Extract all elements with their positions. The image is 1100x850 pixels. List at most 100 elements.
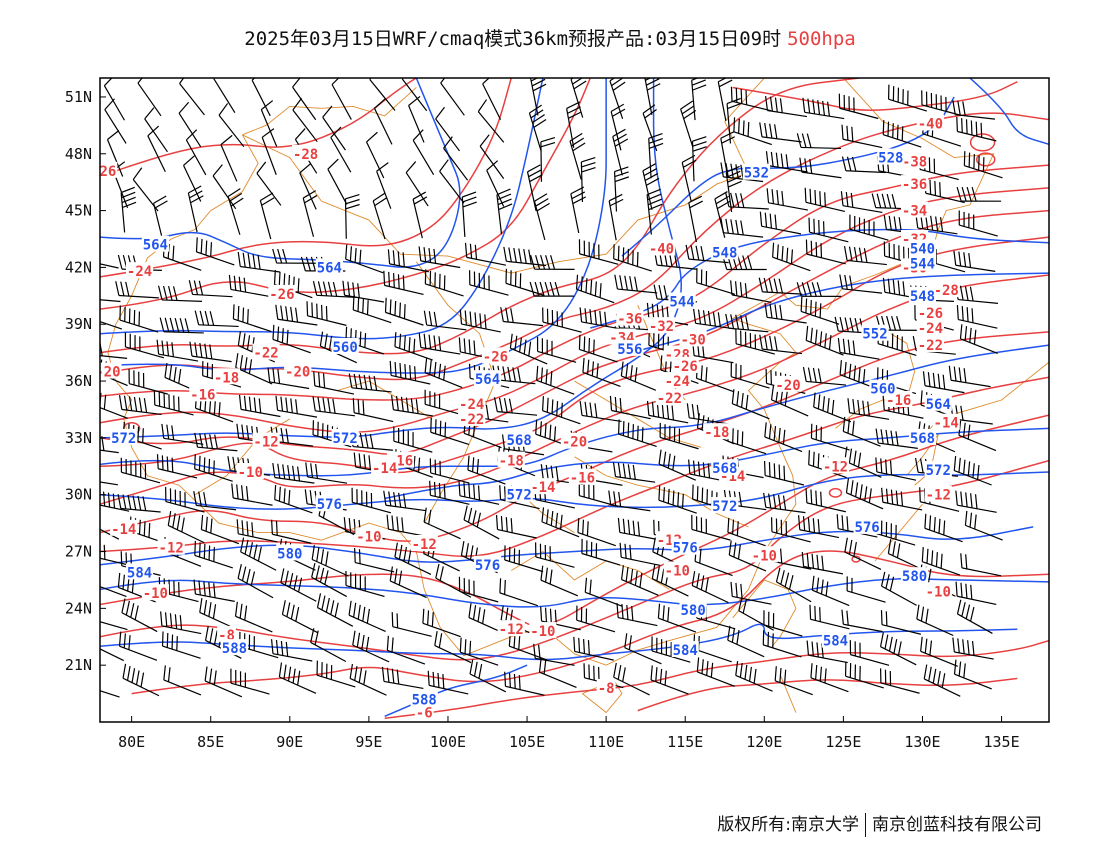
lat-tick-label: 21N xyxy=(65,656,92,674)
wind-barb xyxy=(613,662,650,696)
wind-barb xyxy=(156,339,199,362)
temperature-label: -40 xyxy=(918,116,943,132)
wind-barb xyxy=(800,296,840,325)
wind-barb xyxy=(103,78,126,121)
wind-barb xyxy=(292,78,317,121)
temperature-label: -10 xyxy=(926,584,951,600)
wind-barb xyxy=(120,186,137,233)
wind-barb xyxy=(194,310,239,328)
wind-barb xyxy=(469,659,507,693)
height-label-bg xyxy=(869,379,897,396)
wind-barb xyxy=(528,104,547,152)
wind-barb xyxy=(503,246,547,267)
height-label-bg xyxy=(908,239,937,256)
wind-barb xyxy=(875,428,918,449)
wind-barb xyxy=(119,305,159,333)
temperature-label: -18 xyxy=(214,370,239,386)
wind-barb xyxy=(880,668,920,694)
wind-barb xyxy=(805,239,846,265)
wind-barb xyxy=(952,100,996,120)
height-label-bg xyxy=(924,394,952,411)
wind-barb xyxy=(195,237,235,266)
wind-barb xyxy=(354,547,395,573)
temperature-label: -10 xyxy=(665,563,690,579)
wind-barb xyxy=(577,518,616,547)
temperature-label-bg xyxy=(703,423,731,440)
wind-barb xyxy=(236,519,278,543)
wind-barb xyxy=(200,515,240,545)
temperature-label: -10 xyxy=(530,624,555,640)
temperature-label-bg xyxy=(900,201,929,218)
wind-barb xyxy=(178,101,202,148)
wind-barb xyxy=(688,195,704,243)
wind-barb xyxy=(681,154,697,202)
wind-barb xyxy=(459,637,499,666)
wind-barb xyxy=(887,84,927,112)
height-label: 568 xyxy=(910,431,935,447)
wind-barb xyxy=(117,494,161,513)
lon-tick-label: 105E xyxy=(509,733,545,751)
wind-barb xyxy=(536,365,575,395)
wind-barb xyxy=(609,78,626,120)
temperature-label-bg xyxy=(100,161,118,178)
temperature-label: -10 xyxy=(143,586,168,602)
wind-barb xyxy=(849,640,890,666)
wind-barb xyxy=(124,332,165,359)
wind-barb xyxy=(612,462,656,483)
temperature-label: -10 xyxy=(752,548,777,564)
wind-barb xyxy=(956,186,1002,202)
wind-barb xyxy=(260,100,278,147)
wind-barb xyxy=(953,659,992,690)
wind-barb xyxy=(372,192,388,240)
temperature-closed-contour xyxy=(969,133,996,152)
wind-barb xyxy=(376,162,392,209)
temperature-label: -14 xyxy=(530,480,555,496)
wind-barb xyxy=(352,398,394,423)
wind-barb xyxy=(804,187,845,213)
wind-barb xyxy=(796,133,842,150)
temperature-contour xyxy=(637,677,1018,712)
wind-barb xyxy=(299,163,317,210)
wind-barb xyxy=(609,395,651,420)
wind-barb xyxy=(424,358,463,389)
temperature-label-bg xyxy=(371,459,399,476)
wind-barb xyxy=(302,190,318,237)
temperature-label: -26 xyxy=(918,306,943,322)
wind-barb xyxy=(281,600,319,634)
height-contour xyxy=(590,228,1049,329)
temperature-label-bg xyxy=(932,281,960,298)
temperature-contour xyxy=(732,81,1018,111)
height-label-bg xyxy=(908,254,937,271)
wind-barb xyxy=(738,596,775,631)
wind-barb xyxy=(581,538,621,566)
wind-barb xyxy=(477,99,505,143)
wind-barb xyxy=(100,263,119,269)
height-label-bg xyxy=(276,544,304,561)
temperature-label: -6 xyxy=(416,706,433,722)
lon-tick-label: 85E xyxy=(197,733,224,751)
wind-barb xyxy=(954,285,999,304)
wind-barb xyxy=(104,98,127,144)
height-label: 564 xyxy=(143,238,168,254)
height-contour xyxy=(100,78,607,374)
wind-barb xyxy=(731,389,770,420)
temperature-label: -16 xyxy=(886,393,911,409)
longitude-axis: 80E 85E 90E 95E 100E 105E 110E 115E 120E 125E 130E… xyxy=(118,716,1020,751)
wind-barb xyxy=(267,367,310,390)
wind-barb xyxy=(163,665,202,696)
wind-barb xyxy=(880,610,922,635)
wind-barb xyxy=(234,601,273,633)
temperature-label-bg xyxy=(671,356,699,373)
wind-barb xyxy=(327,158,348,205)
wind-barb xyxy=(799,157,842,179)
wind-barb xyxy=(770,385,809,417)
temperature-label-bg xyxy=(679,330,707,347)
wind-barb xyxy=(424,269,464,297)
height-contour xyxy=(969,78,1049,146)
height-label: 584 xyxy=(673,643,698,659)
height-label: 576 xyxy=(317,497,342,513)
wind-barb xyxy=(915,213,958,235)
wind-barb xyxy=(348,373,392,393)
temperature-label: -26 xyxy=(269,287,294,303)
